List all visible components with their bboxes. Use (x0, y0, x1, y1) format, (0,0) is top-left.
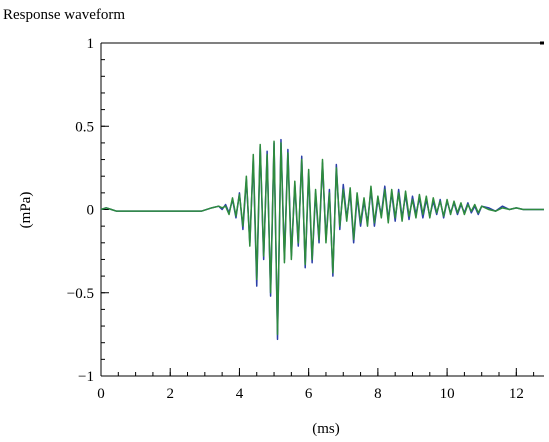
x-tick-label: 10 (440, 386, 455, 402)
y-tick-label: 1 (87, 36, 95, 52)
x-tick-label: 12 (509, 386, 524, 402)
x-tick-label: 8 (374, 386, 382, 402)
x-axis-label: (ms) (312, 421, 340, 437)
y-tick-label: 0 (87, 203, 95, 219)
x-tick-label: 0 (97, 386, 105, 402)
y-tick-label: −1 (78, 369, 94, 385)
series-layer (100, 138, 544, 341)
series-line-2 (100, 140, 544, 336)
x-tick-label: 6 (305, 386, 313, 402)
x-tick-label: 4 (236, 386, 244, 402)
chart-title: Response waveform (3, 7, 125, 23)
y-tick-label: 0.5 (75, 119, 94, 135)
y-axis-ticks: 1 0.5 0 −0.5 −1 (67, 36, 109, 385)
x-axis-ticks: 0 2 4 6 8 10 12 (97, 368, 535, 402)
x-tick-label: 2 (166, 386, 174, 402)
y-tick-label: −0.5 (67, 286, 94, 302)
y-axis-label: (mPa) (18, 192, 34, 229)
